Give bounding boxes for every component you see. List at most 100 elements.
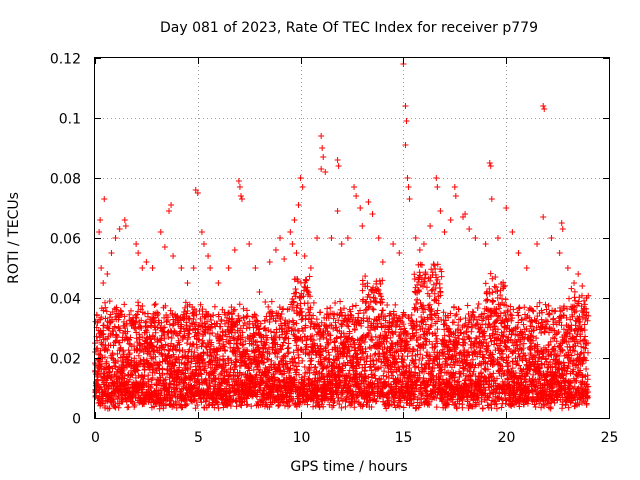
data-point (154, 312, 161, 319)
data-point (107, 374, 114, 381)
data-point (235, 312, 242, 319)
data-point (134, 363, 141, 370)
data-point (414, 336, 421, 343)
data-point (110, 328, 117, 335)
data-point (241, 319, 248, 326)
data-point (384, 301, 391, 308)
data-point (139, 334, 146, 341)
data-point (488, 405, 495, 412)
data-point (149, 342, 156, 349)
data-point (131, 324, 138, 331)
data-point (307, 333, 314, 340)
data-point (161, 377, 168, 384)
data-point (103, 358, 110, 365)
data-point (104, 347, 111, 354)
data-point (94, 345, 101, 352)
data-point (451, 319, 458, 326)
data-point (92, 348, 99, 355)
data-point (481, 365, 488, 372)
data-point (479, 405, 486, 412)
data-point (310, 299, 317, 306)
data-point (211, 303, 218, 310)
data-point (310, 312, 317, 319)
data-point (114, 350, 121, 357)
data-point (116, 327, 123, 334)
data-point (324, 305, 331, 312)
data-point (123, 398, 130, 405)
data-point (137, 306, 144, 313)
data-point (100, 322, 107, 329)
data-point (292, 285, 299, 292)
data-point (143, 318, 150, 325)
data-point (297, 294, 304, 301)
data-point (108, 375, 115, 382)
data-point (293, 320, 300, 327)
data-point (121, 365, 128, 372)
data-point (474, 304, 481, 311)
data-point (138, 317, 145, 324)
data-point (183, 322, 190, 329)
data-point (168, 335, 175, 342)
data-point (494, 288, 501, 295)
data-point (133, 335, 140, 342)
data-point (436, 284, 443, 291)
data-point (136, 347, 143, 354)
data-point (280, 305, 287, 312)
data-point (349, 303, 356, 310)
data-point (117, 345, 124, 352)
data-point (121, 313, 128, 320)
data-point (359, 287, 366, 294)
data-point (433, 404, 440, 411)
data-point (493, 283, 500, 290)
data-point (373, 299, 380, 306)
data-point (106, 325, 113, 332)
data-point (487, 270, 494, 277)
data-point (264, 356, 271, 363)
data-point (303, 276, 310, 283)
data-point (121, 301, 128, 308)
data-point (127, 334, 134, 341)
data-point (113, 304, 120, 311)
data-point (150, 366, 157, 373)
data-point (482, 280, 489, 287)
data-point (218, 316, 225, 323)
data-point (215, 405, 222, 412)
data-point (141, 373, 148, 380)
data-point (120, 362, 127, 369)
data-point (149, 375, 156, 382)
data-point (438, 273, 445, 280)
data-point (306, 273, 313, 280)
data-point (126, 311, 133, 318)
data-point (488, 338, 495, 345)
data-point (109, 308, 116, 315)
data-point (138, 325, 145, 332)
data-point (461, 336, 468, 343)
data-point (106, 298, 113, 305)
data-point (123, 321, 130, 328)
data-point (158, 319, 165, 326)
data-point (109, 355, 116, 362)
data-point (411, 364, 418, 371)
data-point (106, 363, 113, 370)
data-point (153, 344, 160, 351)
data-point (143, 329, 150, 336)
data-point (106, 405, 113, 412)
data-point (139, 302, 146, 309)
data-point (128, 371, 135, 378)
data-point (337, 298, 344, 305)
data-point (342, 403, 349, 410)
data-point (155, 310, 162, 317)
data-point (431, 262, 438, 269)
data-point (131, 355, 138, 362)
data-point (498, 404, 505, 411)
data-point (352, 302, 359, 309)
data-point (129, 372, 136, 379)
data-point (107, 368, 114, 375)
data-point (419, 261, 426, 268)
data-point (307, 358, 314, 365)
data-point (156, 359, 163, 366)
data-point (145, 313, 152, 320)
data-point (110, 342, 117, 349)
data-point (134, 311, 141, 318)
